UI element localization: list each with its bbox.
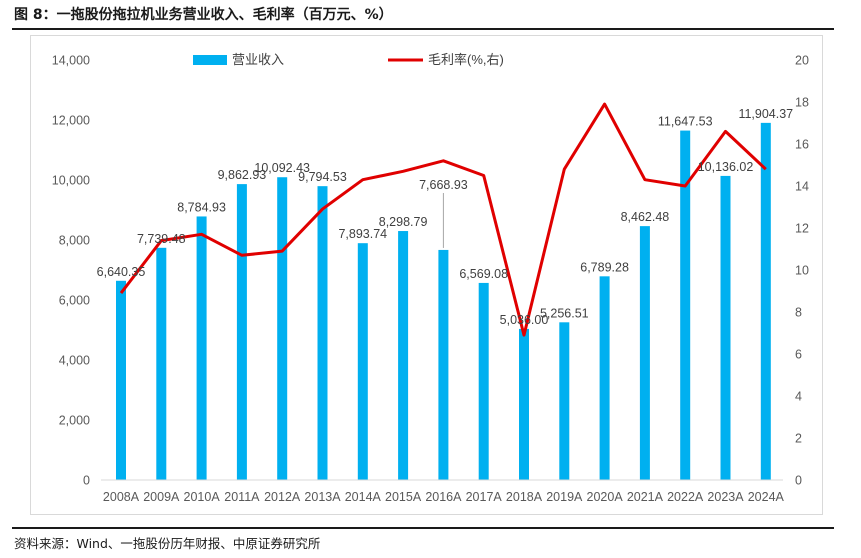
revenue-bar	[760, 122, 771, 480]
revenue-bar	[156, 247, 167, 480]
x-axis-tick-label: 2010A	[184, 490, 221, 504]
x-axis-tick-label: 2021A	[627, 490, 664, 504]
margin-line	[119, 102, 767, 337]
legend-margin-label: 毛利率(%,右)	[428, 52, 504, 67]
revenue-bar-label: 7,893.74	[338, 227, 387, 241]
x-axis-tick-label: 2008A	[103, 490, 140, 504]
right-y-axis: 0 2 4 6 8 10 12 14 16 18 20	[795, 54, 809, 488]
revenue-bar	[720, 175, 731, 480]
right-axis-tick-label: 16	[795, 138, 809, 152]
revenue-bar-label: 11,647.53	[658, 115, 713, 129]
x-axis-tick-label: 2023A	[707, 490, 744, 504]
revenue-bar	[599, 276, 610, 480]
left-axis-tick-label: 2,000	[59, 414, 90, 428]
x-axis-tick-label: 2014A	[345, 490, 382, 504]
left-axis-tick-label: 6,000	[59, 294, 90, 308]
x-axis-tick-label: 2012A	[264, 490, 301, 504]
x-axis-tick-label: 2019A	[546, 490, 583, 504]
left-axis-tick-label: 10,000	[52, 174, 90, 188]
revenue-bar	[277, 177, 288, 480]
left-axis-tick-label: 8,000	[59, 234, 90, 248]
revenue-bar-label: 10,136.02	[698, 160, 754, 174]
margin-line-series	[119, 102, 767, 337]
revenue-bar-label: 6,569.08	[459, 267, 508, 281]
source-note: 资料来源：Wind、一拖股份历年财报、中原证券研究所	[14, 536, 321, 551]
left-axis-tick-label: 4,000	[59, 354, 90, 368]
revenue-bar	[357, 243, 368, 480]
right-axis-tick-label: 2	[795, 432, 802, 446]
right-axis-tick-label: 4	[795, 390, 802, 404]
revenue-bars	[116, 122, 771, 481]
revenue-bar-label: 8,784.93	[177, 200, 226, 214]
revenue-bar-label: 5,036.00	[500, 313, 549, 327]
right-axis-tick-label: 0	[795, 474, 802, 488]
right-axis-tick-label: 14	[795, 180, 809, 194]
revenue-bar	[559, 322, 570, 480]
x-axis-tick-label: 2016A	[425, 490, 462, 504]
revenue-bar	[236, 184, 247, 480]
revenue-bar	[438, 249, 449, 480]
revenue-bar	[398, 231, 409, 480]
revenue-bar-label: 10,092.43	[254, 161, 310, 175]
x-axis-tick-label: 2011A	[224, 490, 260, 504]
revenue-bar-label: 7,739.48	[137, 232, 186, 246]
legend-revenue-swatch	[193, 55, 227, 65]
revenue-bar	[478, 282, 489, 480]
x-axis-tick-label: 2020A	[587, 490, 624, 504]
left-axis-tick-label: 0	[83, 474, 90, 488]
x-axis-tick-label: 2017A	[466, 490, 503, 504]
left-y-axis: 0 2,000 4,000 6,000 8,000 10,000 12,000 14,000	[52, 54, 90, 488]
revenue-bar-label: 9,794.53	[298, 170, 347, 184]
legend-revenue-label: 营业收入	[232, 52, 284, 67]
revenue-bar-label: 8,462.48	[621, 210, 670, 224]
right-axis-tick-label: 6	[795, 348, 802, 362]
revenue-bar-label: 7,668.93	[419, 178, 468, 192]
revenue-bar-label: 11,904.37	[738, 107, 793, 121]
x-axis-tick-label: 2018A	[506, 490, 543, 504]
revenue-bar	[680, 130, 691, 480]
revenue-bar	[639, 226, 650, 480]
revenue-bar	[196, 216, 207, 481]
x-axis-tick-label: 2013A	[304, 490, 341, 504]
chart-legend: 营业收入 毛利率(%,右)	[193, 52, 504, 67]
revenue-bar-label: 8,298.79	[379, 215, 428, 229]
revenue-bar-labels: 6,640.35 7,739.48 8,784.93 9,862.9310,092.4…	[97, 107, 794, 327]
right-axis-tick-label: 18	[795, 96, 809, 110]
x-axis: 2008A 2009A 2010A 2011A 2012A 2013A 2014A 2015A…	[101, 479, 785, 504]
bottom-rule	[12, 527, 834, 529]
revenue-bar	[116, 280, 126, 480]
x-axis-tick-label: 2024A	[748, 490, 785, 504]
revenue-bar	[317, 186, 328, 480]
x-axis-tick-label: 2015A	[385, 490, 422, 504]
top-rule	[12, 28, 834, 30]
revenue-bar-label: 9,862.93	[218, 168, 267, 182]
x-axis-tick-label: 2022A	[667, 490, 704, 504]
left-axis-tick-label: 14,000	[52, 54, 90, 68]
revenue-bar-label: 6,789.28	[580, 260, 629, 274]
revenue-bar	[519, 328, 529, 480]
right-axis-tick-label: 10	[795, 264, 809, 278]
plot-frame	[30, 35, 823, 515]
left-axis-tick-label: 12,000	[52, 114, 90, 128]
x-axis-tick-label: 2009A	[143, 490, 180, 504]
figure-title: 图 8：一拖股份拖拉机业务营业收入、毛利率（百万元、%）	[14, 7, 393, 23]
right-axis-tick-label: 20	[795, 54, 809, 68]
right-axis-tick-label: 12	[795, 222, 809, 236]
right-axis-tick-label: 8	[795, 306, 802, 320]
revenue-bar-label: 5,256.51	[540, 306, 589, 320]
revenue-bar-label: 6,640.35	[97, 265, 146, 279]
